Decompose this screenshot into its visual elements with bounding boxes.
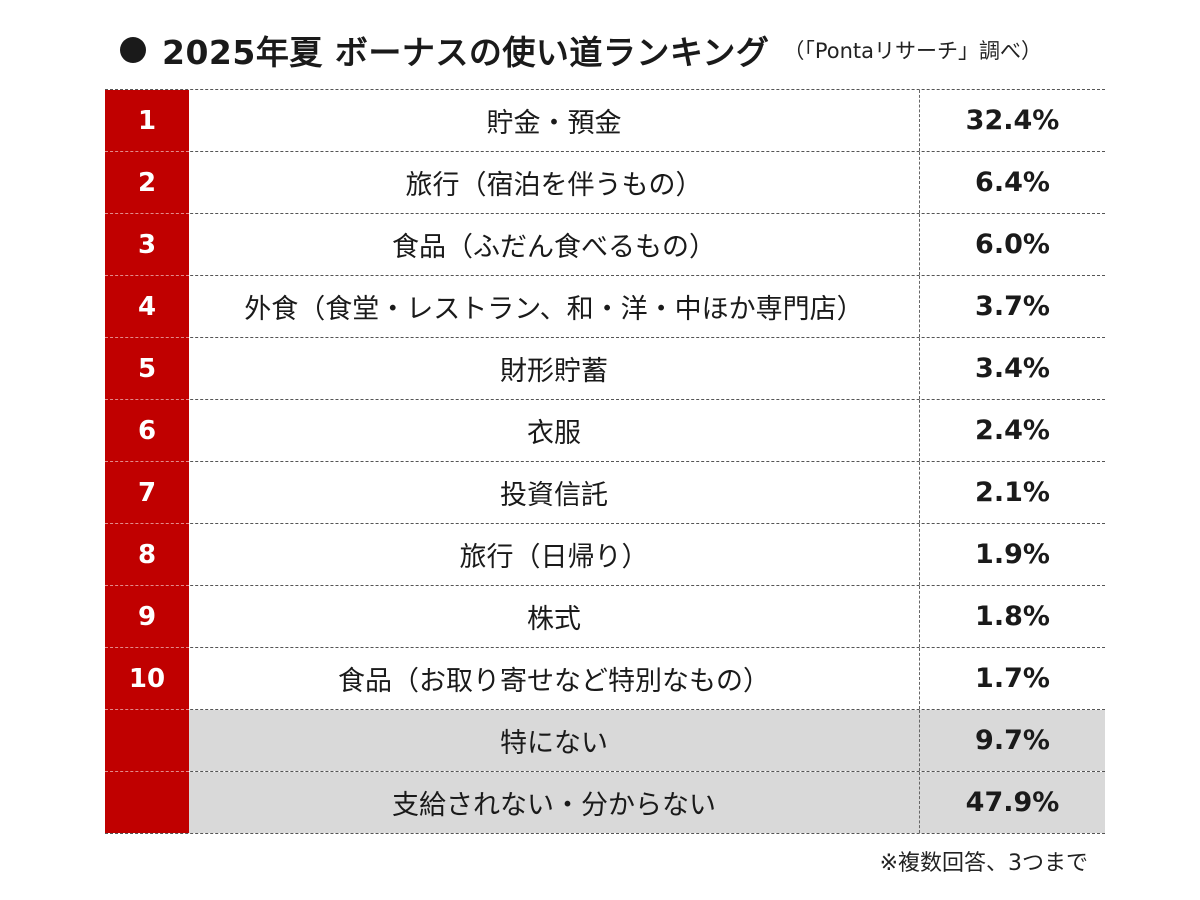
percentage-value: 2.4% — [975, 415, 1050, 446]
rank-cell: 2 — [105, 152, 189, 214]
rank-cell: 10 — [105, 648, 189, 710]
rank-cell: 6 — [105, 400, 189, 462]
percentage-value: 9.7% — [920, 710, 1105, 771]
source-label: （「Pontaリサーチ」調べ） — [783, 39, 1043, 63]
item-label: 外食（食堂・レストラン、和・洋・中ほか専門店） — [189, 276, 920, 337]
table-row: 支給されない・分からない 47.9% — [105, 772, 1105, 834]
percentage-value: 3.7% — [975, 291, 1050, 322]
table-row: 5 財形貯蓄 3.4% — [105, 338, 1105, 400]
ranking-table: 1 貯金・預金 32.4% 2 旅行（宿泊を伴うもの） 6.4% 3 食品（ふだん食べるもの）… — [105, 89, 1105, 834]
rank-cell — [105, 772, 189, 833]
table-row: 3 食品（ふだん食べるもの） 6.0% — [105, 214, 1105, 276]
percentage-value: 1.7% — [975, 663, 1050, 694]
percentage-value: 6.0% — [975, 229, 1050, 260]
chart-title: 2025年夏 ボーナスの使い道ランキング — [162, 33, 770, 72]
bullet-icon — [120, 37, 146, 63]
table-row: 1 貯金・預金 32.4% — [105, 89, 1105, 152]
item-label: 特にない — [189, 710, 920, 771]
item-label: 貯金・預金 — [189, 90, 920, 151]
rank-cell: 9 — [105, 586, 189, 648]
table-row: 9 株式 1.8% — [105, 586, 1105, 648]
rank-cell: 7 — [105, 462, 189, 524]
percentage-value: 47.9% — [920, 772, 1105, 833]
item-label: 食品（お取り寄せなど特別なもの） — [189, 648, 920, 709]
footnote: ※複数回答、3つまで — [879, 851, 1088, 876]
table-row: 4 外食（食堂・レストラン、和・洋・中ほか専門店） 3.7% — [105, 276, 1105, 338]
percentage-value: 3.4% — [975, 353, 1050, 384]
table-row: 2 旅行（宿泊を伴うもの） 6.4% — [105, 152, 1105, 214]
rank-cell: 8 — [105, 524, 189, 586]
rank-cell — [105, 710, 189, 772]
rank-cell: 3 — [105, 214, 189, 276]
item-label: 財形貯蓄 — [189, 338, 920, 399]
item-label: 旅行（日帰り） — [189, 524, 920, 585]
table-row: 7 投資信託 2.1% — [105, 462, 1105, 524]
percentage-value: 1.8% — [975, 601, 1050, 632]
item-label: 投資信託 — [189, 462, 920, 523]
rank-cell: 4 — [105, 276, 189, 338]
item-label: 衣服 — [189, 400, 920, 461]
percentage-value: 1.9% — [975, 539, 1050, 570]
table-row: 8 旅行（日帰り） 1.9% — [105, 524, 1105, 586]
percentage-value: 2.1% — [975, 477, 1050, 508]
item-label: 株式 — [189, 586, 920, 647]
chart-title-bar: 2025年夏 ボーナスの使い道ランキング （「Pontaリサーチ」調べ） — [120, 22, 1100, 78]
percentage-value: 6.4% — [975, 167, 1050, 198]
item-label: 旅行（宿泊を伴うもの） — [189, 152, 920, 213]
rank-cell: 1 — [105, 90, 189, 152]
item-label: 食品（ふだん食べるもの） — [189, 214, 920, 275]
table-row: 6 衣服 2.4% — [105, 400, 1105, 462]
item-label: 支給されない・分からない — [189, 772, 920, 833]
table-row: 10 食品（お取り寄せなど特別なもの） 1.7% — [105, 648, 1105, 710]
rank-cell: 5 — [105, 338, 189, 400]
percentage-value: 32.4% — [965, 105, 1060, 136]
table-row: 特にない 9.7% — [105, 710, 1105, 772]
